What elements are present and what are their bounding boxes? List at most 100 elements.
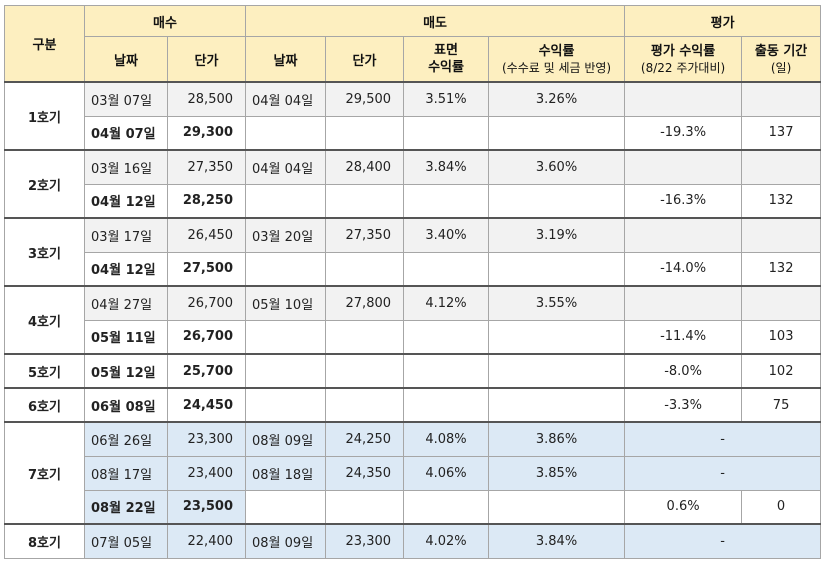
sell-price-cell: 28,400 [325,149,405,185]
period-cell [741,149,822,185]
buy-price-cell: 26,450 [166,217,247,253]
buy-price-cell: 26,700 [166,319,247,355]
table-body: 1호기 03월 07일 28,500 04월 04일 29,500 3.51% 3.26% 0… [4,81,822,559]
sell-date-cell [245,489,327,525]
eval-return-cell [624,217,743,253]
sell-price-cell: 24,350 [325,455,405,491]
header-period-main: 출동 기간 [754,43,808,59]
net-return-cell [488,183,626,219]
sell-price-cell [325,251,405,287]
table-row: 08월 17일 23,400 08월 18일 24,350 4.06% 3.85% - [5,455,822,491]
header-net-return-sub: (수수료 및 세금 반영) [501,60,612,75]
surface-return-cell [403,489,490,525]
buy-price-cell: 23,300 [166,421,247,457]
group-label: 6호기 [4,387,85,423]
period-cell [741,217,822,253]
buy-price-cell: 23,400 [166,455,247,491]
net-return-cell: 3.60% [488,149,626,185]
table-row: 04월 12일 27,500 -14.0% 132 [5,251,822,287]
period-cell: 75 [741,387,822,423]
net-return-cell [488,115,626,151]
sell-date-cell: 04월 04일 [245,81,327,117]
net-return-cell: 3.55% [488,285,626,321]
table-row: 04월 07일 29,300 -19.3% 137 [5,115,822,151]
buy-price-cell: 25,700 [166,353,247,389]
sell-date-cell: 08월 09일 [245,421,327,457]
surface-return-cell: 4.02% [403,523,490,559]
buy-date-cell: 08월 17일 [84,455,168,491]
sell-date-cell [245,353,327,389]
surface-return-cell [403,353,490,389]
sell-price-cell [325,115,405,151]
buy-date-cell: 04월 12일 [84,183,168,219]
sell-date-cell [245,387,327,423]
net-return-cell: 3.84% [488,523,626,559]
header-period-sub: (일) [770,60,792,75]
surface-return-cell: 3.51% [403,81,490,117]
period-cell [741,81,822,117]
net-return-cell [488,251,626,287]
table-row: 1호기 03월 07일 28,500 04월 04일 29,500 3.51% 3.26% [4,81,822,151]
surface-return-cell [403,387,490,423]
table-row: 5호기 05월 12일 25,700 -8.0% 102 [4,353,822,389]
table-row: 2호기 03월 16일 27,350 04월 04일 28,400 3.84% 3.60% [4,149,822,219]
surface-return-cell: 4.08% [403,421,490,457]
table-row: 3호기 03월 17일 26,450 03월 20일 27,350 3.40% 3.19% [4,217,822,287]
net-return-cell: 3.19% [488,217,626,253]
buy-date-cell: 04월 07일 [84,115,168,151]
header-surface-return-line1: 표면 [434,43,458,58]
header-eval-return-sub: (8/22 주가대비) [640,60,726,75]
table-row: 08월 22일 23,500 0.6% 0 [5,489,822,525]
eval-return-cell: -16.3% [624,183,743,219]
buy-date-cell: 05월 12일 [84,353,168,389]
buy-date-cell: 03월 17일 [84,217,168,253]
eval-return-cell [624,149,743,185]
group-label: 1호기 [4,81,85,151]
period-cell: 137 [741,115,822,151]
buy-price-cell: 22,400 [166,523,247,559]
header-eval: 평가 [624,5,822,37]
sell-date-cell: 08월 09일 [245,523,327,559]
header-group: 구분 [4,5,85,83]
net-return-cell [488,387,626,423]
header-buy-price: 단가 [166,36,247,83]
surface-return-cell [403,115,490,151]
header-eval-return: 평가 수익률 (8/22 주가대비) [624,36,743,83]
table-row: 04월 12일 28,250 -16.3% 132 [5,183,822,219]
surface-return-cell [403,319,490,355]
table-row: 8호기 07월 05일 22,400 08월 09일 23,300 4.02% 3.84% - [4,523,822,559]
sell-date-cell: 05월 10일 [245,285,327,321]
surface-return-cell: 3.40% [403,217,490,253]
sell-price-cell [325,183,405,219]
eval-return-cell: -11.4% [624,319,743,355]
table-row: 4호기 04월 27일 26,700 05월 10일 27,800 4.12% 3.55% [4,285,822,355]
table-row: 05월 11일 26,700 -11.4% 103 [5,319,822,355]
sell-date-cell: 04월 04일 [245,149,327,185]
group-label: 5호기 [4,353,85,389]
buy-date-cell: 04월 27일 [84,285,168,321]
sell-price-cell: 27,350 [325,217,405,253]
eval-return-cell [624,285,743,321]
buy-price-cell: 23,500 [166,489,247,525]
group-label: 4호기 [4,285,85,355]
eval-return-cell: -14.0% [624,251,743,287]
buy-date-cell: 07월 05일 [84,523,168,559]
net-return-cell [488,319,626,355]
period-cell: 132 [741,183,822,219]
group-label: 8호기 [4,523,85,559]
table-header: 구분 매수 매도 평가 날짜 단가 날짜 단가 표면 수익률 수익률 (수수료 … [4,5,822,83]
header-eval-return-main: 평가 수익률 [650,43,716,59]
sell-date-cell: 08월 18일 [245,455,327,491]
period-cell [741,285,822,321]
buy-date-cell: 04월 12일 [84,251,168,287]
surface-return-cell [403,251,490,287]
eval-return-cell: - [624,523,822,559]
sell-date-cell [245,115,327,151]
header-sell-price: 단가 [325,36,405,83]
eval-return-cell [624,81,743,117]
group-label: 3호기 [4,217,85,287]
period-cell: 103 [741,319,822,355]
sell-price-cell: 24,250 [325,421,405,457]
period-cell: 132 [741,251,822,287]
net-return-cell: 3.26% [488,81,626,117]
